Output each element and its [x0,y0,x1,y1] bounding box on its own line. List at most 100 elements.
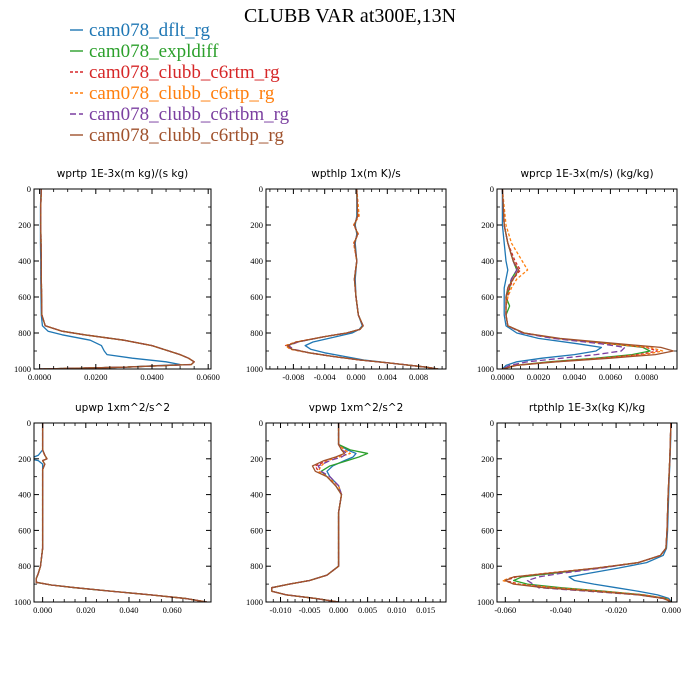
series-line [271,423,346,602]
y-tick-label: 200 [481,454,494,464]
y-tick-label: 400 [250,256,263,266]
series-line [526,423,672,602]
series-line [284,189,439,369]
y-tick-label: 1000 [477,597,494,607]
x-tick-label: 0.004 [378,372,398,382]
panel-3: wprcp 1E-3x(m/s) (kg/kg) 0 200 400 600 800 100… [477,168,678,382]
panel-1: wprtp 1E-3x(m kg)/(s kg) 0 200 400 600 800 100… [14,168,220,382]
y-tick-label: 400 [250,490,263,500]
y-tick-label: 400 [18,490,31,500]
y-tick-label: 400 [481,256,494,266]
panel-5: vpwp 1xm^2/s^2 0 200 400 600 800 1000 -0.010 -0.… [246,402,447,615]
panels: wprtp 1E-3x(m kg)/(s kg) 0 200 400 600 800 100… [14,168,681,615]
x-tick-label: -0.010 [270,605,292,615]
panel-title: vpwp 1xm^2/s^2 [309,402,404,414]
y-tick-label: 1000 [477,364,494,374]
x-tick-label: -0.040 [550,605,572,615]
series-line [39,189,195,369]
y-tick-label: 800 [481,561,494,571]
legend-entry: cam078_clubb_c6rtm_rg [70,62,280,83]
y-tick-label: 200 [481,220,494,230]
panel-title: wprcp 1E-3x(m/s) (kg/kg) [520,168,653,180]
plot-frame [265,188,447,370]
x-tick-label: -0.005 [299,605,321,615]
plot-frame [33,188,212,370]
x-tick-label: 0.0200 [84,372,107,382]
series-group [284,189,439,369]
legend-entry: cam078_expldiff [70,41,219,62]
series-line [501,189,603,369]
series-line [35,423,207,602]
y-tick-label: 0 [259,184,263,194]
series-line [504,423,672,602]
y-tick-label: 800 [18,328,31,338]
x-tick-label: -0.008 [282,372,304,382]
x-tick-label: 0.000 [329,605,348,615]
series-line [34,423,207,602]
series-line [286,189,439,369]
series-line [501,189,651,369]
series-line [501,189,658,369]
y-tick-label: 800 [18,561,31,571]
series-line [284,189,439,369]
y-tick-label: 0 [27,418,31,428]
x-tick-label: 0.060 [163,605,182,615]
series-line [271,423,357,602]
series-line [286,189,439,369]
series-line [39,189,195,369]
y-tick-label: 200 [250,454,263,464]
y-tick-label: 1000 [246,364,263,374]
y-tick-label: 800 [250,328,263,338]
y-tick-label: 1000 [14,597,31,607]
y-tick-label: 600 [18,525,31,535]
series-group [501,189,675,369]
x-tick-label: 0.0040 [563,372,586,382]
series-line [304,189,439,369]
y-tick-label: 0 [490,418,494,428]
series-line [512,423,672,602]
series-group [39,189,195,369]
y-tick-label: 400 [18,256,31,266]
plot-frame [33,422,212,603]
y-tick-label: 0 [490,184,494,194]
series-line [39,189,195,369]
legend-entry: cam078_dflt_rg [70,20,211,41]
x-tick-label: 0.0600 [197,372,220,382]
x-tick-label: 0.020 [76,605,95,615]
legend-entry: cam078_clubb_c6rtbp_rg [70,125,284,146]
legend-label: cam078_clubb_c6rtp_rg [89,83,275,104]
y-tick-label: 200 [18,454,31,464]
x-tick-label: 0.008 [409,372,428,382]
y-tick-label: 0 [27,184,31,194]
panel-title: wprtp 1E-3x(m kg)/(s kg) [57,168,188,180]
series-line [271,423,348,602]
x-tick-label: 0.015 [416,605,435,615]
series-line [39,189,195,369]
x-tick-label: -0.004 [314,372,337,382]
series-line [35,423,207,602]
series-group [34,423,207,602]
x-tick-label: -0.060 [494,605,516,615]
y-tick-label: 600 [481,292,494,302]
y-tick-label: 600 [250,292,263,302]
y-tick-label: 1000 [14,364,31,374]
series-line [35,423,207,602]
legend-entry: cam078_clubb_c6rtp_rg [70,83,275,104]
y-tick-label: 600 [481,525,494,535]
figure-title: CLUBB VAR at300E,13N [244,5,456,27]
series-line [39,189,181,369]
legend-label: cam078_expldiff [89,41,219,62]
legend-label: cam078_dflt_rg [89,20,211,41]
legend-entry: cam078_clubb_c6rtbm_rg [70,104,290,125]
legend-label: cam078_clubb_c6rtbp_rg [89,125,284,146]
y-tick-label: 800 [481,328,494,338]
y-tick-label: 800 [250,561,263,571]
series-group [271,423,369,602]
series-line [568,423,672,602]
y-tick-label: 200 [18,220,31,230]
y-tick-label: 0 [259,418,263,428]
series-line [271,423,369,602]
legend-label: cam078_clubb_c6rtbm_rg [89,104,290,125]
